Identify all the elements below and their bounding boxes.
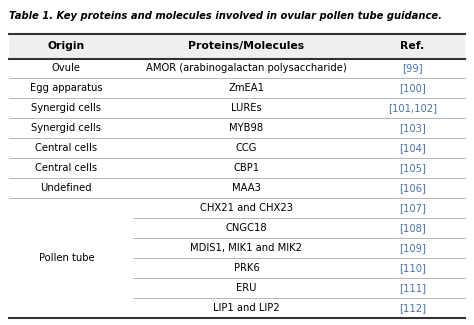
Text: [99]: [99] [402, 63, 423, 73]
Bar [9, 34, 465, 58]
Text: [112]: [112] [399, 303, 426, 313]
Text: MAA3: MAA3 [232, 183, 261, 193]
Text: [110]: [110] [399, 263, 426, 273]
Text: LUREs: LUREs [231, 103, 262, 113]
Text: ZmEA1: ZmEA1 [228, 84, 264, 93]
Text: MDIS1, MIK1 and MIK2: MDIS1, MIK1 and MIK2 [191, 243, 302, 253]
Text: PRK6: PRK6 [234, 263, 259, 273]
Text: Ovule: Ovule [52, 63, 81, 73]
Text: Egg apparatus: Egg apparatus [30, 84, 103, 93]
Text: [101,102]: [101,102] [388, 103, 437, 113]
Text: CCG: CCG [236, 143, 257, 153]
Text: ERU: ERU [236, 283, 257, 293]
Text: CBP1: CBP1 [233, 163, 260, 173]
Text: AMOR (arabinogalactan polysaccharide): AMOR (arabinogalactan polysaccharide) [146, 63, 347, 73]
Text: Pollen tube: Pollen tube [38, 253, 94, 263]
Text: Proteins/Molecules: Proteins/Molecules [189, 41, 304, 51]
Text: Ref.: Ref. [400, 41, 425, 51]
Text: [103]: [103] [399, 123, 426, 133]
Text: CNGC18: CNGC18 [226, 223, 267, 233]
Text: Central cells: Central cells [35, 143, 98, 153]
Text: [106]: [106] [399, 183, 426, 193]
Text: [105]: [105] [399, 163, 426, 173]
Text: CHX21 and CHX23: CHX21 and CHX23 [200, 203, 293, 213]
Text: Origin: Origin [48, 41, 85, 51]
Text: LIP1 and LIP2: LIP1 and LIP2 [213, 303, 280, 313]
Text: Table 1. Key proteins and molecules involved in ovular pollen tube guidance.: Table 1. Key proteins and molecules invo… [9, 11, 442, 21]
Text: Synergid cells: Synergid cells [31, 103, 101, 113]
Text: Undefined: Undefined [41, 183, 92, 193]
Text: [107]: [107] [399, 203, 426, 213]
Text: [108]: [108] [399, 223, 426, 233]
Text: Central cells: Central cells [35, 163, 98, 173]
Text: Synergid cells: Synergid cells [31, 123, 101, 133]
Text: [100]: [100] [399, 84, 426, 93]
Text: MYB98: MYB98 [229, 123, 264, 133]
Text: [111]: [111] [399, 283, 426, 293]
Text: [109]: [109] [399, 243, 426, 253]
Text: [104]: [104] [399, 143, 426, 153]
